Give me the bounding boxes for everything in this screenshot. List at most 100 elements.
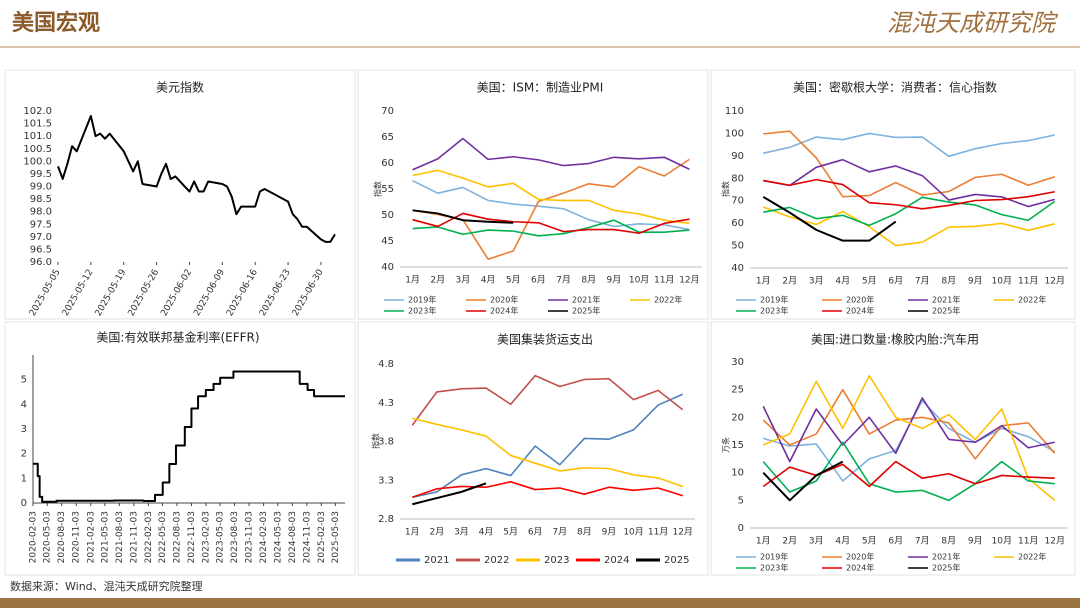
y-tick-label: 4 — [21, 399, 27, 410]
x-tick-label: 2022-11-03 — [187, 511, 197, 563]
x-tick-label: 3月 — [809, 276, 824, 287]
y-tick-label: 0 — [738, 523, 744, 534]
x-tick-label: 8月 — [941, 276, 956, 287]
y-tick-label: 15 — [731, 440, 744, 451]
x-tick-label: 2025-05-03 — [331, 511, 341, 563]
chart-title: 美国：ISM：制造业PMI — [477, 81, 604, 95]
x-tick-label: 1月 — [405, 527, 420, 538]
x-tick-label: 6月 — [888, 276, 903, 287]
y-tick-label: 97.0 — [30, 232, 52, 243]
legend-label: 2019年 — [760, 295, 788, 305]
y-axis-label: 指数 — [373, 181, 383, 197]
y-tick-label: 98.0 — [30, 207, 52, 218]
y-tick-label: 65 — [381, 132, 394, 143]
x-tick-label: 2020-02-03 — [29, 511, 39, 563]
data-line — [762, 441, 1055, 502]
y-tick-label: 2.8 — [378, 514, 394, 525]
legend-label: 2021 — [424, 555, 449, 566]
legend-label: 2021年 — [572, 295, 600, 305]
data-line — [412, 481, 683, 499]
x-tick-label: 10月 — [992, 276, 1012, 287]
legend-label: 2023年 — [760, 306, 788, 316]
x-tick-label: 8月 — [941, 536, 956, 547]
x-tick-label: 5月 — [503, 527, 518, 538]
legend-label: 2019年 — [760, 552, 788, 562]
y-tick-label: 50 — [381, 210, 394, 221]
legend-label: 2022年 — [1018, 295, 1046, 305]
x-tick-label: 2月 — [430, 527, 445, 538]
y-tick-label: 80 — [731, 173, 744, 184]
x-tick-label: 2023-08-03 — [230, 511, 240, 563]
data-line — [412, 169, 690, 225]
x-tick-label: 9月 — [968, 536, 983, 547]
x-tick-label: 1月 — [756, 276, 771, 287]
y-tick-label: 70 — [731, 196, 744, 207]
y-tick-label: 40 — [731, 263, 744, 274]
y-tick-label: 100 — [725, 128, 744, 139]
legend-label: 2020年 — [846, 295, 874, 305]
x-tick-label: 2022-08-03 — [172, 511, 182, 563]
data-line — [763, 132, 1055, 158]
legend-label: 2024年 — [846, 306, 874, 316]
x-tick-label: 10月 — [629, 275, 649, 286]
x-tick-label: 2021-08-03 — [115, 511, 125, 563]
y-tick-label: 98.5 — [30, 194, 52, 205]
x-tick-label: 8月 — [581, 275, 596, 286]
panel — [357, 321, 709, 576]
y-tick-label: 5 — [21, 375, 27, 386]
legend-label: 2023年 — [408, 306, 436, 316]
x-tick-label: 4月 — [481, 275, 496, 286]
y-axis-label: 万条 — [721, 437, 731, 453]
data-line — [412, 482, 487, 506]
panel — [710, 321, 1076, 576]
data-line — [763, 196, 1056, 227]
data-line — [412, 417, 683, 488]
y-tick-label: 60 — [731, 218, 744, 229]
x-tick-label: 9月 — [968, 276, 983, 287]
legend-label: 2021年 — [932, 552, 960, 562]
x-tick-label: 12月 — [1045, 536, 1065, 547]
x-tick-label: 2024-02-03 — [259, 511, 269, 563]
y-tick-label: 50 — [731, 241, 744, 252]
x-tick-label: 3月 — [456, 275, 471, 286]
y-tick-label: 102.0 — [23, 106, 52, 117]
x-tick-label: 2月 — [782, 536, 797, 547]
data-line — [412, 212, 690, 234]
y-tick-label: 99.0 — [30, 182, 52, 193]
y-tick-label: 1 — [21, 473, 27, 484]
chart-title: 美国：密歇根大学：消费者：信心指数 — [793, 80, 997, 95]
x-tick-label: 2020-08-03 — [57, 511, 67, 563]
y-tick-label: 20 — [731, 412, 744, 423]
y-tick-label: 0 — [21, 498, 27, 509]
source-note: 数据来源：Wind、混沌天成研究院整理 — [10, 579, 203, 593]
x-tick-label: 2022-02-03 — [144, 511, 154, 563]
legend-label: 2025年 — [932, 306, 960, 316]
legend-label: 2022年 — [654, 295, 682, 305]
data-line — [411, 374, 684, 426]
y-tick-label: 25 — [731, 385, 744, 396]
y-tick-label: 60 — [381, 158, 394, 169]
x-tick-label: 2024-05-03 — [273, 511, 283, 563]
x-tick-label: 12月 — [1045, 276, 1065, 287]
panel — [357, 69, 709, 320]
data-line — [763, 178, 1055, 210]
x-tick-label: 12月 — [672, 527, 692, 538]
x-tick-label: 6月 — [528, 527, 543, 538]
x-tick-label: 7月 — [915, 276, 930, 287]
y-tick-label: 90 — [731, 151, 744, 162]
legend-label: 2021年 — [932, 295, 960, 305]
y-tick-label: 99.5 — [30, 169, 52, 180]
x-tick-label: 5月 — [506, 275, 521, 286]
x-tick-label: 6月 — [888, 536, 903, 547]
data-line — [412, 137, 690, 171]
x-tick-label: 6月 — [531, 275, 546, 286]
chart-title: 美元指数 — [156, 80, 204, 95]
y-tick-label: 70 — [381, 106, 394, 117]
legend-label: 2024年 — [490, 306, 518, 316]
x-tick-label: 2022-05-03 — [158, 511, 168, 563]
data-line — [762, 388, 1056, 460]
y-tick-label: 96.5 — [30, 244, 52, 255]
y-tick-label: 10 — [731, 468, 744, 479]
x-tick-label: 2024-08-03 — [288, 511, 298, 563]
